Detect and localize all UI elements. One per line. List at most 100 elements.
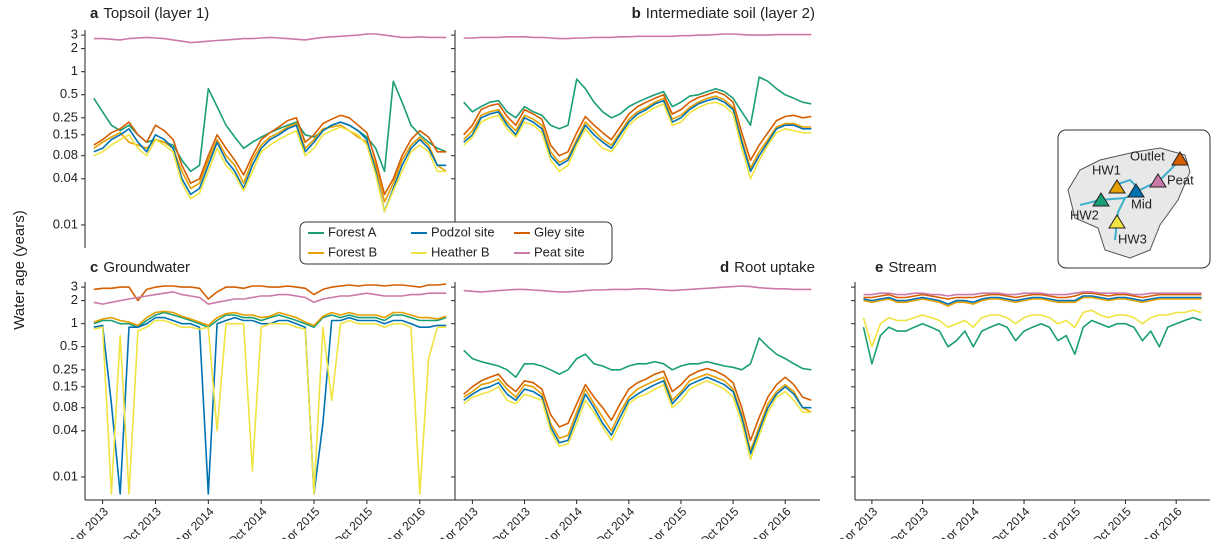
x-tick-label: Oct 2013 xyxy=(887,504,932,539)
x-tick-label: Oct 2014 xyxy=(593,504,638,539)
x-tick-label: Oct 2013 xyxy=(120,504,165,539)
legend-label: Peat site xyxy=(534,244,585,259)
series-line xyxy=(93,291,447,305)
legend: Forest A Forest B Podzol site Heather B Gley… xyxy=(299,221,613,265)
catchment-map: Outlet HW1 Peat Mid HW2 HW3 xyxy=(1057,129,1211,269)
panel-letter: d xyxy=(720,259,729,276)
series-line xyxy=(93,126,447,213)
series-line xyxy=(463,33,812,40)
panel-letter: e xyxy=(875,259,883,276)
y-tick-label: 3 xyxy=(71,279,78,294)
map-label: Outlet xyxy=(1130,148,1165,163)
series-line xyxy=(862,309,1202,348)
y-tick-label: 0.01 xyxy=(53,468,78,483)
map-label: HW1 xyxy=(1092,162,1121,177)
site-marker xyxy=(1108,214,1126,229)
panel-title-text: Groundwater xyxy=(103,259,190,276)
series-line xyxy=(863,291,1202,297)
panel-letter: a xyxy=(90,5,99,22)
series-line xyxy=(463,95,812,169)
y-tick-label: 0.5 xyxy=(60,338,78,353)
x-tick-label: Apr 2016 xyxy=(749,504,794,539)
y-tick-label: 0.15 xyxy=(53,126,78,141)
site-marker xyxy=(1149,173,1167,188)
x-tick-label: Oct 2013 xyxy=(489,504,534,539)
y-tick-label: 0.15 xyxy=(53,378,78,393)
panel-letter: b xyxy=(632,5,641,22)
series-line xyxy=(93,311,447,328)
panel-title: b Intermediate soil (layer 2) xyxy=(632,5,815,22)
legend-frame xyxy=(299,221,613,265)
x-tick-label: Oct 2015 xyxy=(1090,504,1135,539)
series-line xyxy=(463,376,812,455)
x-tick-label: Apr 2015 xyxy=(278,504,323,539)
legend-label: Forest A xyxy=(328,224,377,239)
series-line xyxy=(463,285,812,293)
y-tick-label: 1 xyxy=(71,63,78,78)
map-label: HW3 xyxy=(1118,231,1147,246)
series-line xyxy=(463,373,812,452)
x-tick-label: Apr 2013 xyxy=(67,504,112,539)
series-line xyxy=(93,122,447,203)
panel-title-text: Stream xyxy=(888,259,936,276)
y-tick-label: 2 xyxy=(71,40,78,55)
series-line xyxy=(93,283,447,302)
panel-title: a Topsoil (layer 1) xyxy=(90,5,209,22)
legend-label: Gley site xyxy=(534,224,585,239)
x-tick-label: Apr 2013 xyxy=(836,504,881,539)
series-line xyxy=(463,367,812,442)
series-line xyxy=(463,90,812,161)
series-line xyxy=(863,295,1202,305)
map-label: HW2 xyxy=(1070,207,1099,222)
map-label: Peat xyxy=(1167,172,1194,187)
y-tick-label: 3 xyxy=(71,27,78,42)
y-axis-label: Water age (years) xyxy=(11,210,28,329)
panel-letter: c xyxy=(90,259,98,276)
y-tick-label: 0.04 xyxy=(53,170,78,185)
x-tick-label: Oct 2014 xyxy=(988,504,1033,539)
series-line xyxy=(862,316,1202,365)
series-line xyxy=(863,296,1202,307)
map-label: Mid xyxy=(1131,196,1152,211)
panel-title: d Root uptake xyxy=(720,259,815,276)
x-tick-label: Apr 2014 xyxy=(541,504,586,539)
y-tick-label: 0.08 xyxy=(53,147,78,162)
x-tick-label: Apr 2016 xyxy=(384,504,429,539)
x-tick-label: Apr 2014 xyxy=(172,504,217,539)
x-tick-label: Apr 2016 xyxy=(1140,504,1185,539)
x-tick-label: Oct 2015 xyxy=(697,504,742,539)
series-line xyxy=(93,114,447,196)
series-line xyxy=(93,319,447,495)
site-marker xyxy=(1171,151,1189,166)
panel: Apr 2013 Oct 2013 Apr 2014 Oct 2014 Apr 2015… xyxy=(836,259,1210,539)
panel-title-text: Topsoil (layer 1) xyxy=(103,5,209,22)
series-line xyxy=(463,101,812,180)
legend-label: Heather B xyxy=(431,244,490,259)
site-marker xyxy=(1108,179,1126,194)
series-line xyxy=(463,76,812,130)
panel-title: e Stream xyxy=(875,259,937,276)
x-tick-label: Apr 2014 xyxy=(937,504,982,539)
y-tick-label: 0.25 xyxy=(53,109,78,124)
x-tick-label: Oct 2015 xyxy=(331,504,376,539)
y-tick-label: 2 xyxy=(71,292,78,307)
legend-label: Forest B xyxy=(328,244,377,259)
series-line xyxy=(93,316,447,495)
series-line xyxy=(463,380,812,461)
y-tick-label: 0.25 xyxy=(53,361,78,376)
panel-title-text: Intermediate soil (layer 2) xyxy=(646,5,815,22)
panel-title: c Groundwater xyxy=(90,259,190,276)
y-tick-label: 0.08 xyxy=(53,399,78,414)
y-tick-label: 1 xyxy=(71,315,78,330)
x-tick-label: Apr 2013 xyxy=(436,504,481,539)
series-line xyxy=(93,310,447,327)
series-line xyxy=(93,80,447,173)
legend-label: Podzol site xyxy=(431,224,495,239)
series-line xyxy=(93,121,447,213)
x-tick-label: Apr 2015 xyxy=(645,504,690,539)
site-marker xyxy=(1092,192,1110,207)
panel: b Intermediate soil (layer 2) xyxy=(451,5,815,248)
